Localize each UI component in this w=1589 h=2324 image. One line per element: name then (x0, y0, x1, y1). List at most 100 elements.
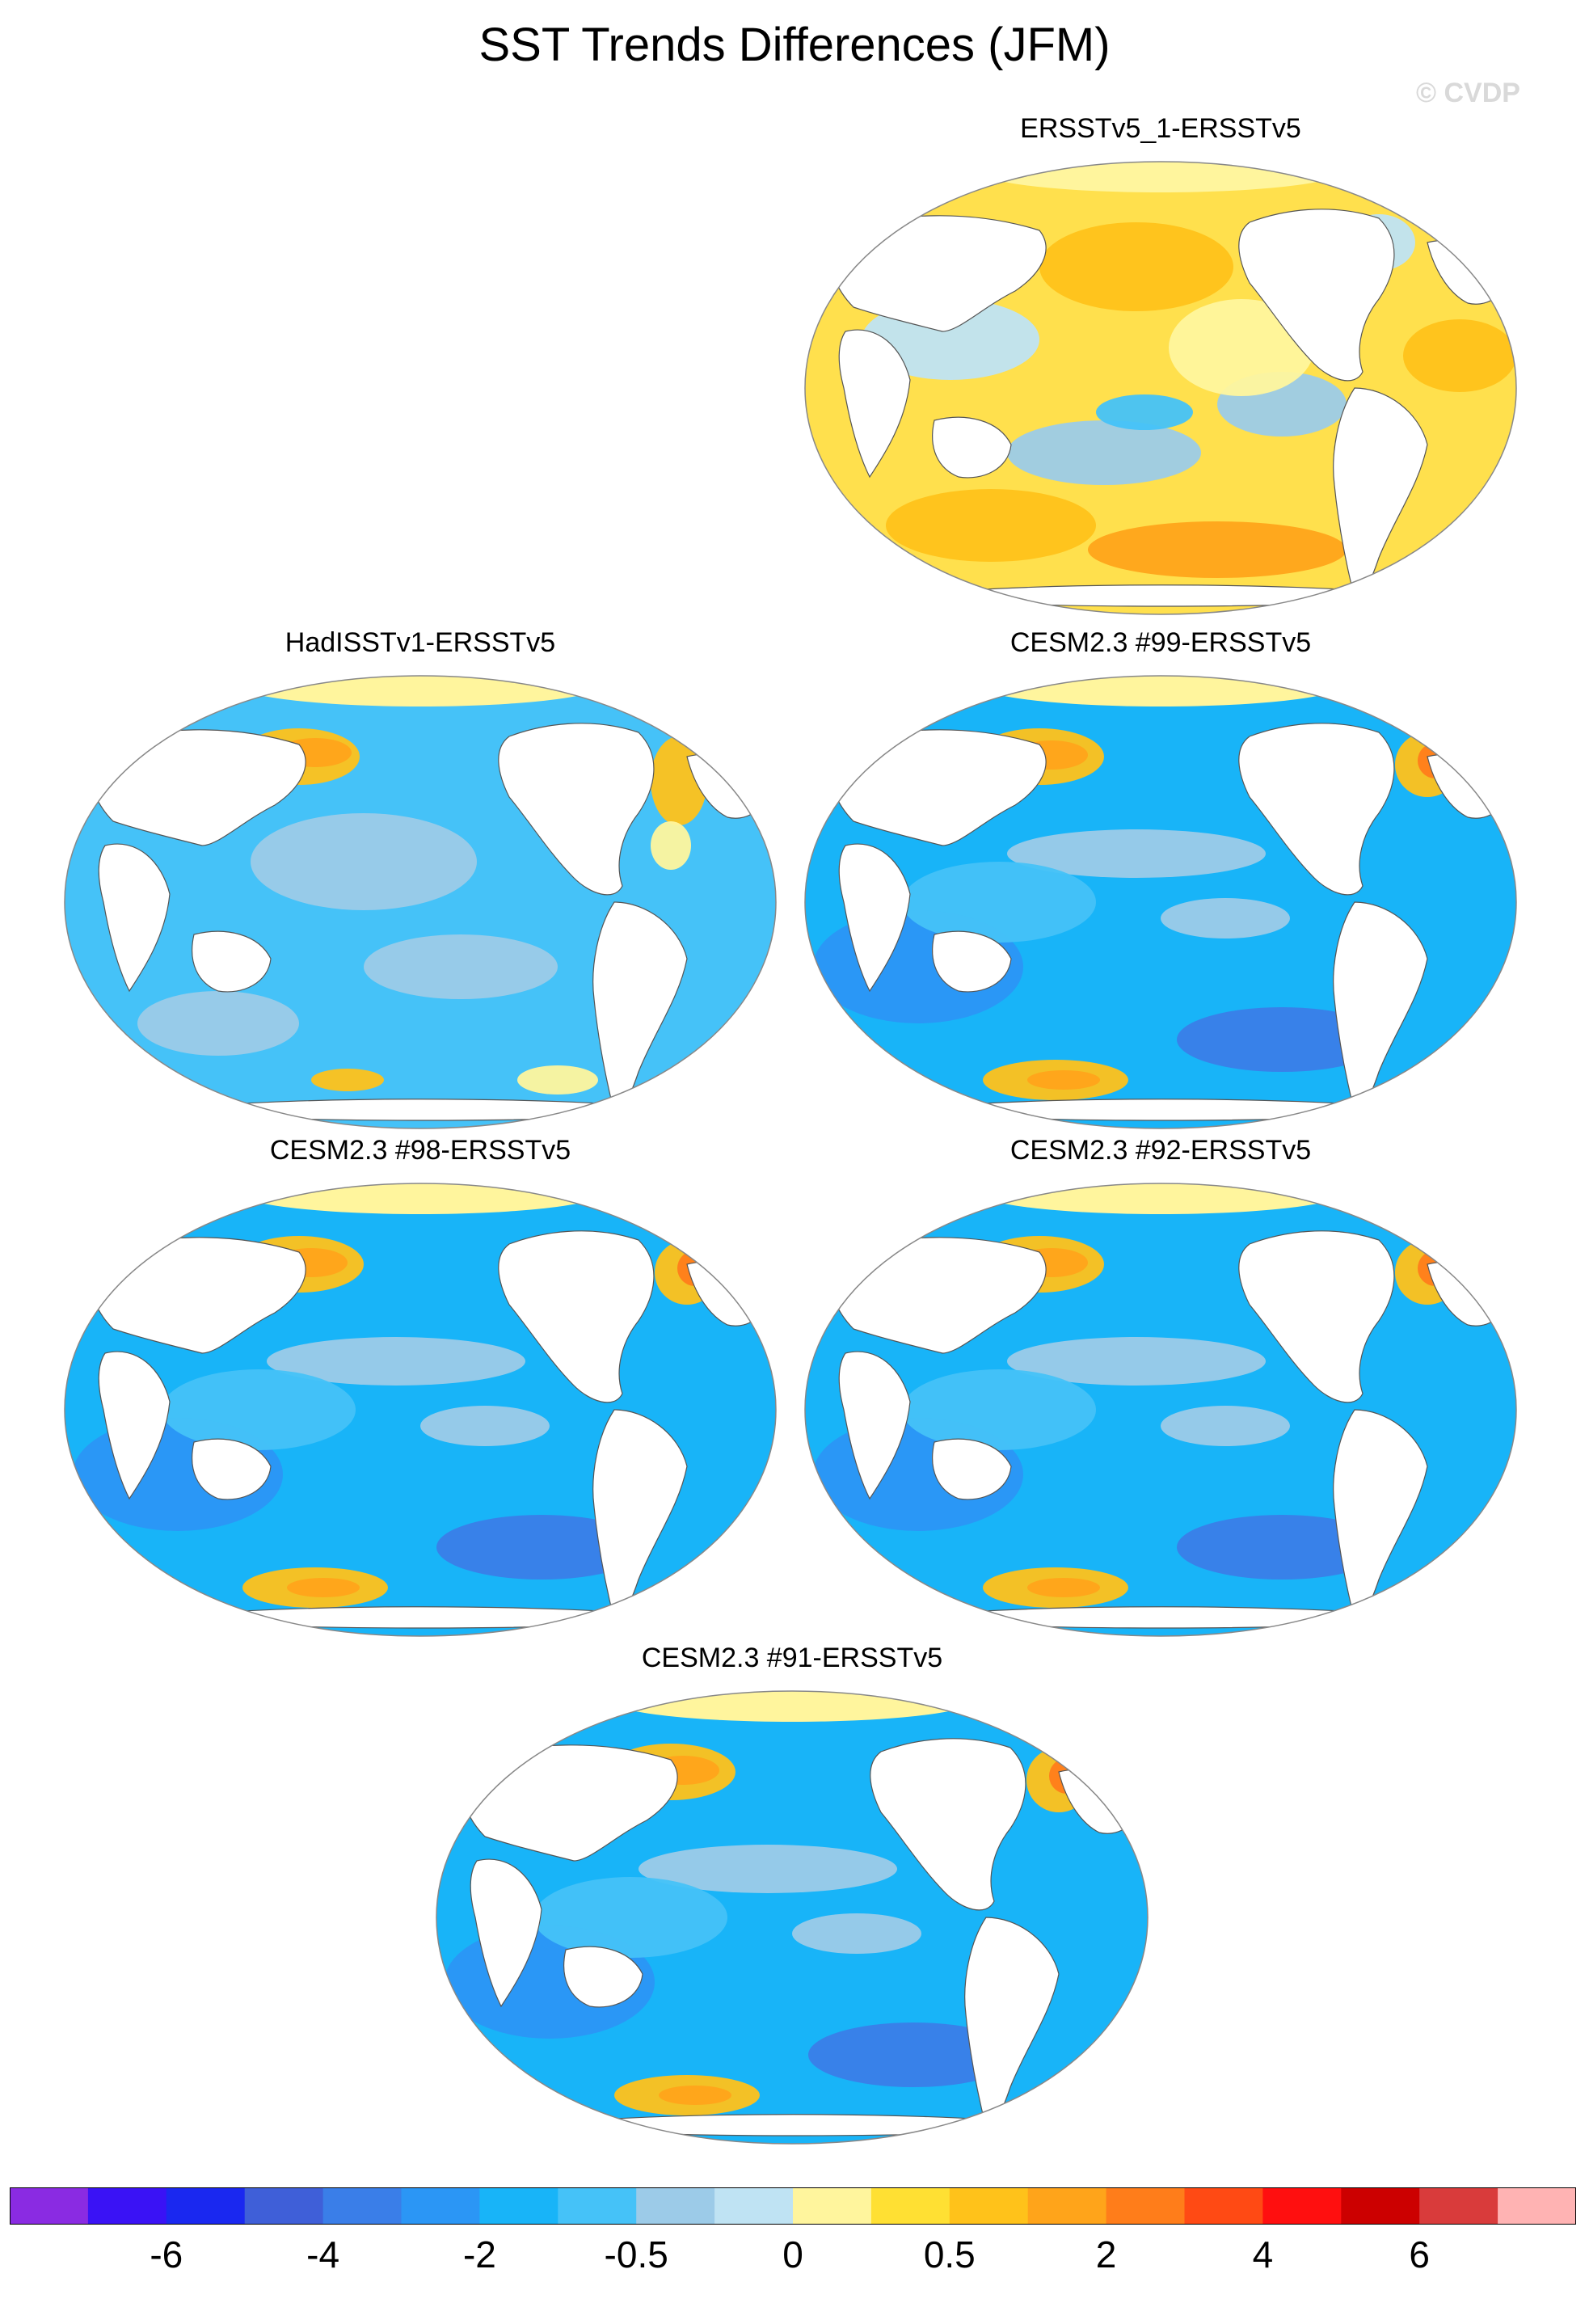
map-outline (64, 675, 777, 1129)
colorbar-swatch (1341, 2187, 1420, 2225)
map-panel (436, 1690, 1149, 2145)
colorbar-swatch (322, 2187, 402, 2225)
colorbar-swatch (244, 2187, 324, 2225)
anomaly-region (1027, 1070, 1100, 1090)
colorbar-tick-label: -6 (150, 2233, 183, 2275)
anomaly-region (311, 1069, 384, 1091)
panel-title: ERSSTv5_1-ERSSTv5 (1020, 113, 1301, 144)
map-outline (436, 1690, 1149, 2145)
landmass-af (838, 843, 911, 993)
map-panel (64, 1183, 777, 1637)
colorbar-tick-label: -2 (462, 2233, 496, 2275)
landmass-aus (932, 416, 1012, 479)
colorbar (10, 2187, 1576, 2225)
landmass-aus (932, 930, 1012, 993)
map-outline (64, 1183, 777, 1637)
map-panel (64, 675, 777, 1129)
colorbar-tick-label: 0.5 (923, 2233, 976, 2275)
anomaly-region (436, 1515, 647, 1580)
colorbar-swatch (558, 2187, 637, 2225)
colorbar-tick-label: 4 (1252, 2233, 1274, 2275)
landmass-eura (828, 729, 1047, 846)
landmass-af (470, 1858, 542, 2008)
colorbar-swatch (1184, 2187, 1263, 2225)
colorbar-swatch (793, 2187, 872, 2225)
anomaly-region (1177, 1007, 1387, 1072)
panel-title: CESM2.3 #98-ERSSTv5 (269, 1135, 571, 1166)
landmass-grn (1408, 706, 1469, 745)
figure-title: SST Trends Differences (JFM) (478, 19, 1111, 71)
landmass-eura (459, 1744, 678, 1862)
landmass-af (98, 1351, 171, 1500)
colorbar-swatch (1498, 2187, 1576, 2225)
colorbar-swatch (636, 2187, 715, 2225)
landmass-na (1238, 723, 1395, 896)
landmass-grn (1408, 1214, 1469, 1253)
landmass-af (98, 843, 171, 993)
colorbar-swatch (1419, 2187, 1498, 2225)
anomaly-region (902, 1369, 1096, 1450)
anomaly-region (137, 991, 299, 1056)
anomaly-region (1007, 1337, 1266, 1386)
colorbar-swatch (10, 2187, 89, 2225)
landmass-aus (192, 1438, 272, 1500)
anomaly-region (1169, 299, 1314, 396)
colorbar-swatch (870, 2187, 950, 2225)
panel-title: CESM2.3 #91-ERSSTv5 (641, 1643, 943, 1673)
panel-title: CESM2.3 #99-ERSSTv5 (1009, 627, 1312, 658)
landmass-aus (563, 1946, 643, 2008)
landmass-grn (668, 1214, 728, 1253)
colorbar-swatch (949, 2187, 1029, 2225)
anomaly-region (517, 1065, 598, 1095)
colorbar-swatch (1262, 2187, 1342, 2225)
map-outline (804, 161, 1517, 615)
colorbar-tick-label: 0 (782, 2233, 803, 2275)
colorbar-tick-label: -0.5 (604, 2233, 668, 2275)
anomaly-region (1403, 319, 1516, 392)
map-outline (804, 1183, 1517, 1637)
anomaly-region (1027, 1578, 1100, 1597)
colorbar-tick-label: 6 (1409, 2233, 1430, 2275)
anomaly-region (533, 1877, 727, 1958)
landmass-eura (87, 1237, 306, 1354)
anomaly-region (1088, 521, 1347, 578)
anomaly-region (251, 813, 477, 910)
anomaly-region (886, 489, 1096, 562)
colorbar-swatch (714, 2187, 794, 2225)
landmass-eura (828, 215, 1047, 332)
landmass-eura (828, 1237, 1047, 1354)
anomaly-region (1039, 222, 1233, 311)
anomaly-region (364, 934, 558, 999)
landmass-grn (1039, 1722, 1100, 1761)
anomaly-region (659, 2086, 731, 2105)
anomaly-region (902, 862, 1096, 943)
landmass-grn (1408, 192, 1469, 231)
landmass-aus (192, 930, 272, 993)
map-panel (804, 1183, 1517, 1637)
anomaly-region (267, 1337, 525, 1386)
anomaly-region (1007, 420, 1201, 485)
colorbar-swatch (166, 2187, 246, 2225)
anomaly-region (1096, 394, 1193, 430)
map-panel (804, 675, 1517, 1129)
anomaly-region (639, 1845, 897, 1893)
landmass-af (838, 329, 911, 479)
landmass-grn (668, 706, 728, 745)
landmass-na (1238, 1230, 1395, 1403)
anomaly-region (162, 1369, 356, 1450)
landmass-aus (932, 1438, 1012, 1500)
anomaly-region (1007, 829, 1266, 878)
anomaly-region (287, 1578, 360, 1597)
landmass-eura (87, 729, 306, 846)
anomaly-region (792, 1913, 921, 1954)
landmass-na (498, 1230, 655, 1403)
panel-title: CESM2.3 #92-ERSSTv5 (1009, 1135, 1312, 1166)
anomaly-region (1177, 1515, 1387, 1580)
anomaly-region (1161, 1406, 1290, 1446)
colorbar-tick-label: -4 (306, 2233, 340, 2275)
anomaly-region (1161, 898, 1290, 938)
colorbar-swatch (87, 2187, 167, 2225)
watermark: © CVDP (1416, 78, 1520, 108)
colorbar-swatch (479, 2187, 558, 2225)
landmass-na (870, 1738, 1026, 1911)
